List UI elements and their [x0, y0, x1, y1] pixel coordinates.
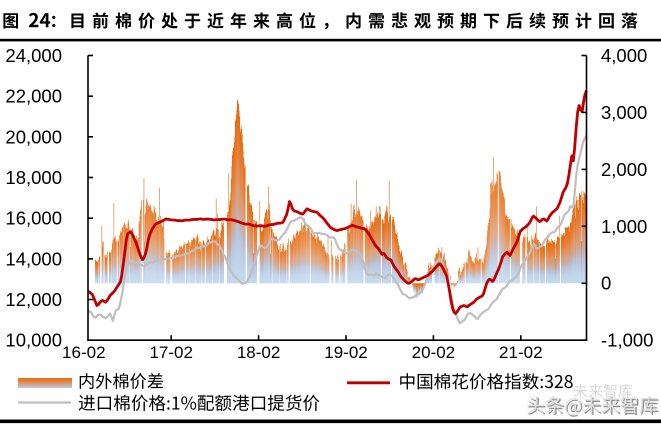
- svg-text:16,000: 16,000: [5, 208, 62, 229]
- svg-text:2,000: 2,000: [601, 159, 647, 180]
- svg-text:20-02: 20-02: [412, 343, 455, 362]
- svg-text:24,000: 24,000: [5, 45, 62, 66]
- svg-text:17-02: 17-02: [149, 343, 192, 362]
- svg-text:18,000: 18,000: [5, 167, 62, 188]
- svg-text:-1,000: -1,000: [601, 330, 653, 351]
- svg-text:3,000: 3,000: [601, 102, 647, 123]
- svg-text:12,000: 12,000: [5, 289, 62, 310]
- svg-text:0: 0: [601, 273, 611, 294]
- svg-text:19-02: 19-02: [324, 343, 367, 362]
- svg-text:22,000: 22,000: [5, 86, 62, 107]
- svg-text:14,000: 14,000: [5, 248, 62, 269]
- svg-text:1,000: 1,000: [601, 216, 647, 237]
- svg-text:20,000: 20,000: [5, 126, 62, 147]
- svg-text:16-02: 16-02: [62, 343, 105, 362]
- svg-text:4,000: 4,000: [601, 45, 647, 66]
- svg-text:18-02: 18-02: [237, 343, 280, 362]
- svg-text:21-02: 21-02: [499, 343, 542, 362]
- svg-text:10,000: 10,000: [5, 330, 62, 351]
